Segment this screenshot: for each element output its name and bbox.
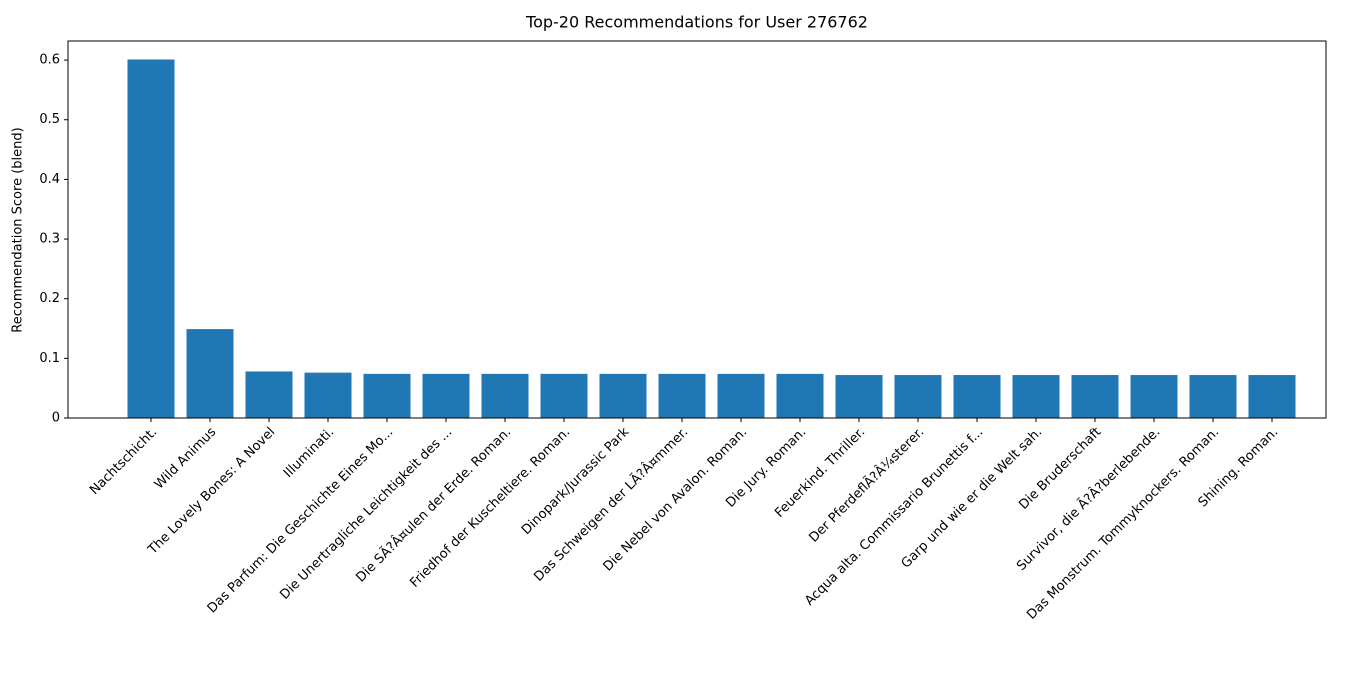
y-tick-label: 0.3 [39,232,60,247]
bar [127,59,175,418]
bar [1189,375,1237,418]
bar [776,373,824,418]
bar [894,375,942,418]
x-tick-label: Der PferdeflÃ?Â¼sterer. [806,424,928,546]
bar [1248,375,1296,418]
bar [186,329,234,418]
y-axis-label: Recommendation Score (blend) [11,127,26,332]
bar [422,373,470,418]
bar [1071,375,1119,418]
bar [717,373,765,418]
y-tick-label: 0 [52,411,60,426]
bar [540,373,588,418]
y-tick-label: 0.1 [39,351,60,366]
y-tick-label: 0.4 [39,172,60,187]
y-tick-label: 0.6 [39,53,60,68]
bar [658,373,706,418]
bar [245,371,293,418]
chart-title: Top-20 Recommendations for User 276762 [525,13,868,32]
bar [363,373,411,418]
bar [599,373,647,418]
bar [1012,375,1060,418]
bar [1130,375,1178,418]
bar [953,375,1001,418]
axes-frame [67,40,1327,419]
x-tick-label: Nachtschicht. [87,425,160,498]
x-tick-label: Illuminati. [281,425,337,481]
x-tick-label: Dinopark/Jurassic Park [519,424,633,538]
y-tick-label: 0.2 [39,291,60,306]
bar [304,372,352,418]
x-tick-label: The Lovely Bones: A Novel [145,425,279,559]
bar [481,373,529,418]
y-tick-label: 0.5 [39,112,60,127]
bar [835,375,883,418]
